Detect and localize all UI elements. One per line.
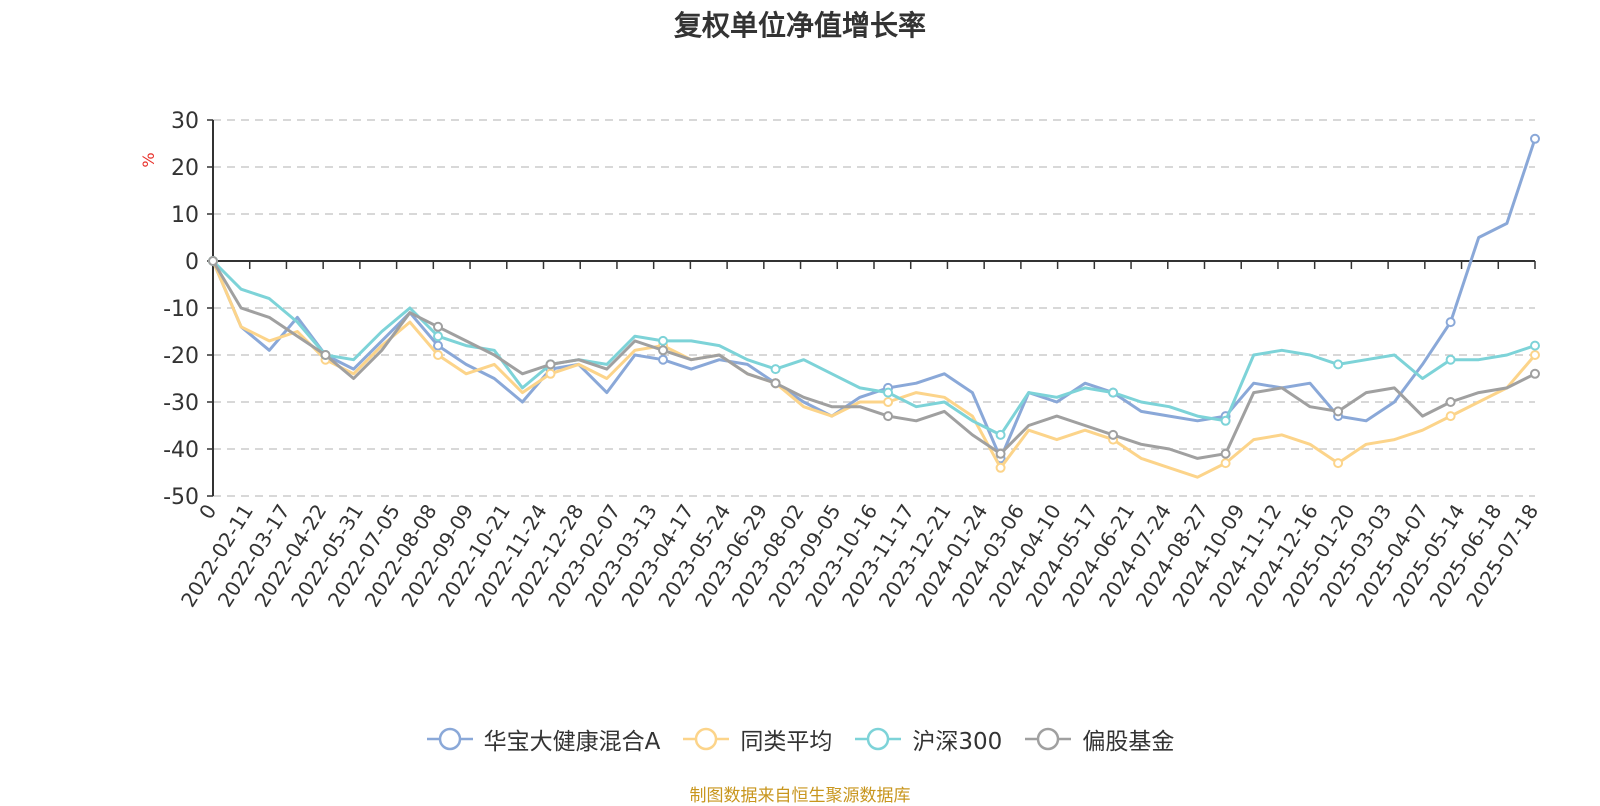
legend-item[interactable]: 同类平均	[682, 722, 832, 756]
legend-label: 华宝大健康混合A	[483, 729, 661, 755]
data-point	[995, 462, 1006, 473]
data-point	[1108, 387, 1119, 398]
source-note: 制图数据来自恒生聚源数据库	[689, 786, 911, 806]
axis-labels: 3020100-10-20-30-40-5002022-02-112022-03…	[163, 109, 1543, 611]
legend-label: 偏股基金	[1082, 729, 1175, 755]
y-tick-label: 10	[171, 203, 199, 228]
data-point	[1220, 448, 1231, 459]
data-point	[1445, 411, 1456, 422]
series-line	[211, 259, 1536, 437]
data-point	[1333, 458, 1344, 469]
data-point	[545, 359, 556, 370]
series-line	[211, 260, 1536, 460]
data-point	[1445, 317, 1456, 328]
y-tick-label: -30	[163, 391, 199, 416]
data-point	[1530, 133, 1540, 144]
data-point	[433, 321, 444, 332]
data-point	[545, 368, 556, 379]
y-tick-label: -40	[163, 438, 199, 463]
chart-title: 复权单位净值增长率	[673, 9, 926, 42]
data-point	[995, 429, 1006, 440]
series-lines	[208, 133, 1540, 479]
data-point	[658, 335, 669, 346]
legend-swatch-icon	[683, 727, 730, 751]
data-point	[1333, 359, 1344, 370]
data-point	[1530, 368, 1540, 379]
data-point	[1530, 340, 1540, 351]
data-point	[995, 448, 1006, 459]
legend-swatch-icon	[1025, 727, 1072, 751]
data-point	[320, 350, 331, 360]
data-point	[208, 256, 218, 266]
data-point	[658, 354, 669, 365]
legend-item[interactable]: 华宝大健康混合A	[426, 722, 661, 756]
legend-label: 沪深300	[912, 729, 1003, 755]
axes	[207, 119, 1536, 497]
y-tick-label: -10	[163, 297, 199, 322]
data-point	[433, 350, 444, 360]
data-point	[1445, 397, 1456, 407]
legend-item[interactable]: 偏股基金	[1024, 722, 1174, 756]
data-point	[1445, 354, 1456, 365]
y-tick-label: 20	[171, 156, 199, 181]
y-tick-label: 30	[171, 109, 199, 134]
y-tick-label: -20	[163, 344, 199, 369]
data-point	[1333, 406, 1344, 417]
data-point	[883, 411, 894, 422]
legend: 华宝大健康混合A 同类平均 沪深300 偏股基金	[0, 722, 1600, 756]
series-line	[211, 260, 1537, 479]
y-axis-unit-label: %	[139, 152, 158, 167]
data-point	[1530, 350, 1540, 360]
legend-label: 同类平均	[740, 729, 833, 755]
legend-swatch-icon	[855, 727, 902, 751]
series-group	[208, 256, 1540, 460]
x-tick-label: 0	[194, 500, 221, 524]
series-line	[211, 138, 1537, 460]
data-point	[883, 387, 894, 398]
data-point	[658, 345, 669, 356]
data-point	[433, 340, 444, 351]
legend-swatch-icon	[426, 727, 473, 751]
data-point	[1220, 458, 1231, 469]
data-point	[433, 331, 444, 342]
data-point	[1220, 415, 1231, 426]
y-tick-label: 0	[185, 250, 199, 275]
legend-item[interactable]: 沪深300	[854, 722, 1002, 756]
data-point	[770, 364, 781, 375]
data-point	[1108, 429, 1119, 440]
data-point	[770, 378, 781, 389]
y-tick-label: -50	[163, 485, 199, 510]
data-point	[883, 397, 894, 407]
